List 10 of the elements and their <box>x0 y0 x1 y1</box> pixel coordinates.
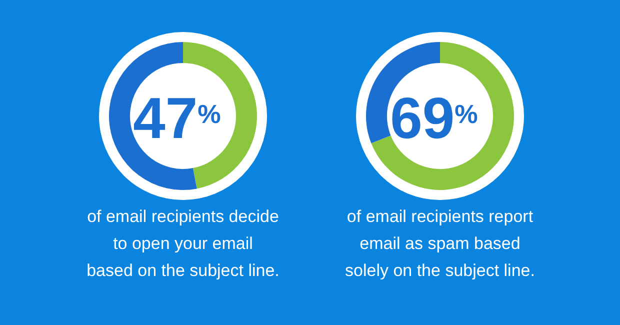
text: of email recipients decide <box>87 207 279 226</box>
text: 69$^{%}$ <box>390 86 478 151</box>
text: 47$^{%}$ <box>133 86 221 151</box>
text: based on the subject line. <box>86 261 280 280</box>
donut-slice <box>371 42 514 190</box>
donut-slice <box>109 42 197 190</box>
text: email as spam based <box>360 234 520 253</box>
text: of email recipients report <box>346 207 534 226</box>
text: to open your email <box>113 234 253 253</box>
text: solely on the subject line. <box>345 261 535 280</box>
